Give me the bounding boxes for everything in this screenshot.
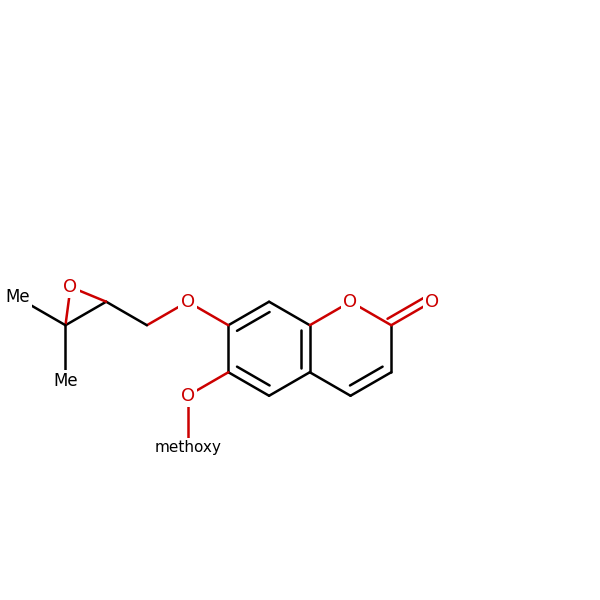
Text: O: O — [181, 293, 194, 311]
Text: O: O — [64, 278, 77, 296]
Text: methoxy: methoxy — [154, 440, 221, 455]
Text: Me: Me — [53, 372, 78, 390]
Text: Me: Me — [5, 289, 29, 307]
Text: O: O — [181, 387, 194, 405]
Text: O: O — [343, 293, 358, 311]
Text: O: O — [425, 293, 439, 311]
